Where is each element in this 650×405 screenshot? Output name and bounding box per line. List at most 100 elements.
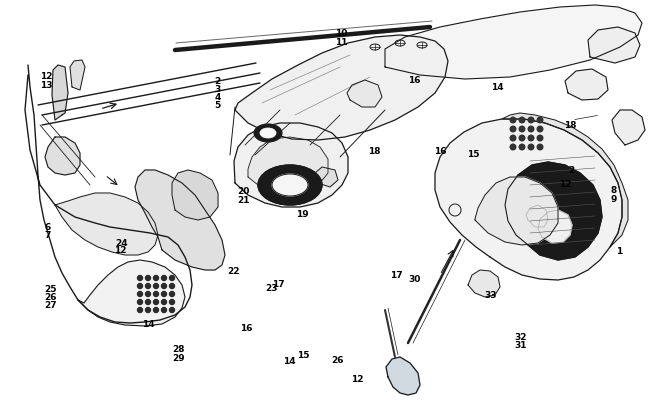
Circle shape	[519, 136, 525, 141]
Circle shape	[510, 145, 516, 150]
Circle shape	[146, 300, 151, 305]
Text: 27: 27	[44, 300, 57, 309]
Polygon shape	[385, 6, 642, 80]
Circle shape	[138, 292, 142, 297]
Circle shape	[161, 292, 166, 297]
Circle shape	[528, 118, 534, 124]
Text: 20: 20	[237, 187, 250, 196]
Text: 28: 28	[172, 345, 185, 354]
Text: 10: 10	[335, 29, 347, 38]
Text: 7: 7	[44, 230, 51, 239]
Circle shape	[153, 300, 159, 305]
Circle shape	[153, 308, 159, 313]
Circle shape	[138, 284, 142, 289]
Circle shape	[537, 136, 543, 141]
Text: 18: 18	[564, 121, 577, 130]
Ellipse shape	[272, 175, 308, 196]
Circle shape	[528, 145, 534, 150]
Circle shape	[138, 308, 142, 313]
Polygon shape	[234, 124, 348, 207]
Text: 14: 14	[142, 320, 154, 328]
Polygon shape	[468, 270, 500, 297]
Text: 9: 9	[611, 195, 618, 204]
Circle shape	[138, 300, 142, 305]
Circle shape	[161, 308, 166, 313]
Text: 23: 23	[265, 283, 278, 292]
Circle shape	[170, 308, 174, 313]
Polygon shape	[45, 138, 80, 175]
Circle shape	[170, 292, 174, 297]
Polygon shape	[347, 81, 382, 108]
Circle shape	[138, 276, 142, 281]
Text: 2: 2	[569, 166, 575, 175]
Polygon shape	[78, 260, 185, 326]
Circle shape	[146, 292, 151, 297]
Text: 14: 14	[491, 83, 503, 92]
Circle shape	[146, 284, 151, 289]
Text: 6: 6	[44, 222, 51, 231]
Text: 14: 14	[283, 356, 295, 365]
Polygon shape	[565, 70, 608, 101]
Text: 8: 8	[611, 186, 618, 195]
Text: 26: 26	[332, 355, 344, 364]
Text: 31: 31	[515, 341, 527, 350]
Text: 2: 2	[214, 77, 221, 85]
Circle shape	[146, 276, 151, 281]
Text: 4: 4	[214, 93, 221, 102]
Text: 15: 15	[297, 350, 309, 359]
Circle shape	[153, 284, 159, 289]
Text: 24: 24	[116, 239, 128, 247]
Polygon shape	[526, 205, 548, 228]
Polygon shape	[588, 28, 640, 64]
Polygon shape	[475, 177, 558, 245]
Text: 12: 12	[351, 374, 363, 383]
Circle shape	[519, 118, 525, 124]
Circle shape	[537, 118, 543, 124]
Polygon shape	[70, 61, 85, 91]
Text: 25: 25	[44, 284, 57, 293]
Circle shape	[153, 292, 159, 297]
Circle shape	[170, 300, 174, 305]
Text: 12: 12	[559, 180, 571, 189]
Text: 29: 29	[172, 353, 185, 362]
Text: 16: 16	[240, 323, 253, 332]
Text: 21: 21	[237, 196, 250, 205]
Text: 16: 16	[434, 146, 447, 155]
Circle shape	[528, 136, 534, 141]
Circle shape	[510, 136, 516, 141]
Text: 5: 5	[214, 101, 221, 110]
Text: 11: 11	[335, 38, 347, 47]
Text: 16: 16	[408, 76, 420, 85]
Circle shape	[519, 127, 525, 132]
Text: 3: 3	[214, 85, 221, 94]
Polygon shape	[538, 211, 572, 243]
Polygon shape	[315, 168, 338, 188]
Circle shape	[161, 300, 166, 305]
Text: 22: 22	[227, 266, 240, 275]
Polygon shape	[505, 162, 602, 260]
Polygon shape	[435, 120, 622, 280]
Polygon shape	[172, 171, 218, 220]
Text: 12: 12	[114, 246, 126, 255]
Text: 1: 1	[616, 247, 623, 256]
Polygon shape	[55, 194, 158, 256]
Text: 32: 32	[515, 333, 527, 341]
Circle shape	[537, 127, 543, 132]
Circle shape	[537, 145, 543, 150]
Polygon shape	[135, 171, 225, 270]
Circle shape	[146, 308, 151, 313]
Polygon shape	[235, 36, 448, 141]
Text: 13: 13	[40, 81, 53, 90]
Text: 19: 19	[296, 209, 308, 218]
Ellipse shape	[254, 125, 282, 143]
Text: 26: 26	[44, 292, 57, 301]
Polygon shape	[248, 138, 328, 192]
Circle shape	[161, 284, 166, 289]
Text: 17: 17	[272, 279, 284, 288]
Ellipse shape	[260, 129, 276, 139]
Circle shape	[161, 276, 166, 281]
Circle shape	[510, 127, 516, 132]
Circle shape	[519, 145, 525, 150]
Polygon shape	[52, 66, 68, 121]
Polygon shape	[612, 111, 645, 146]
